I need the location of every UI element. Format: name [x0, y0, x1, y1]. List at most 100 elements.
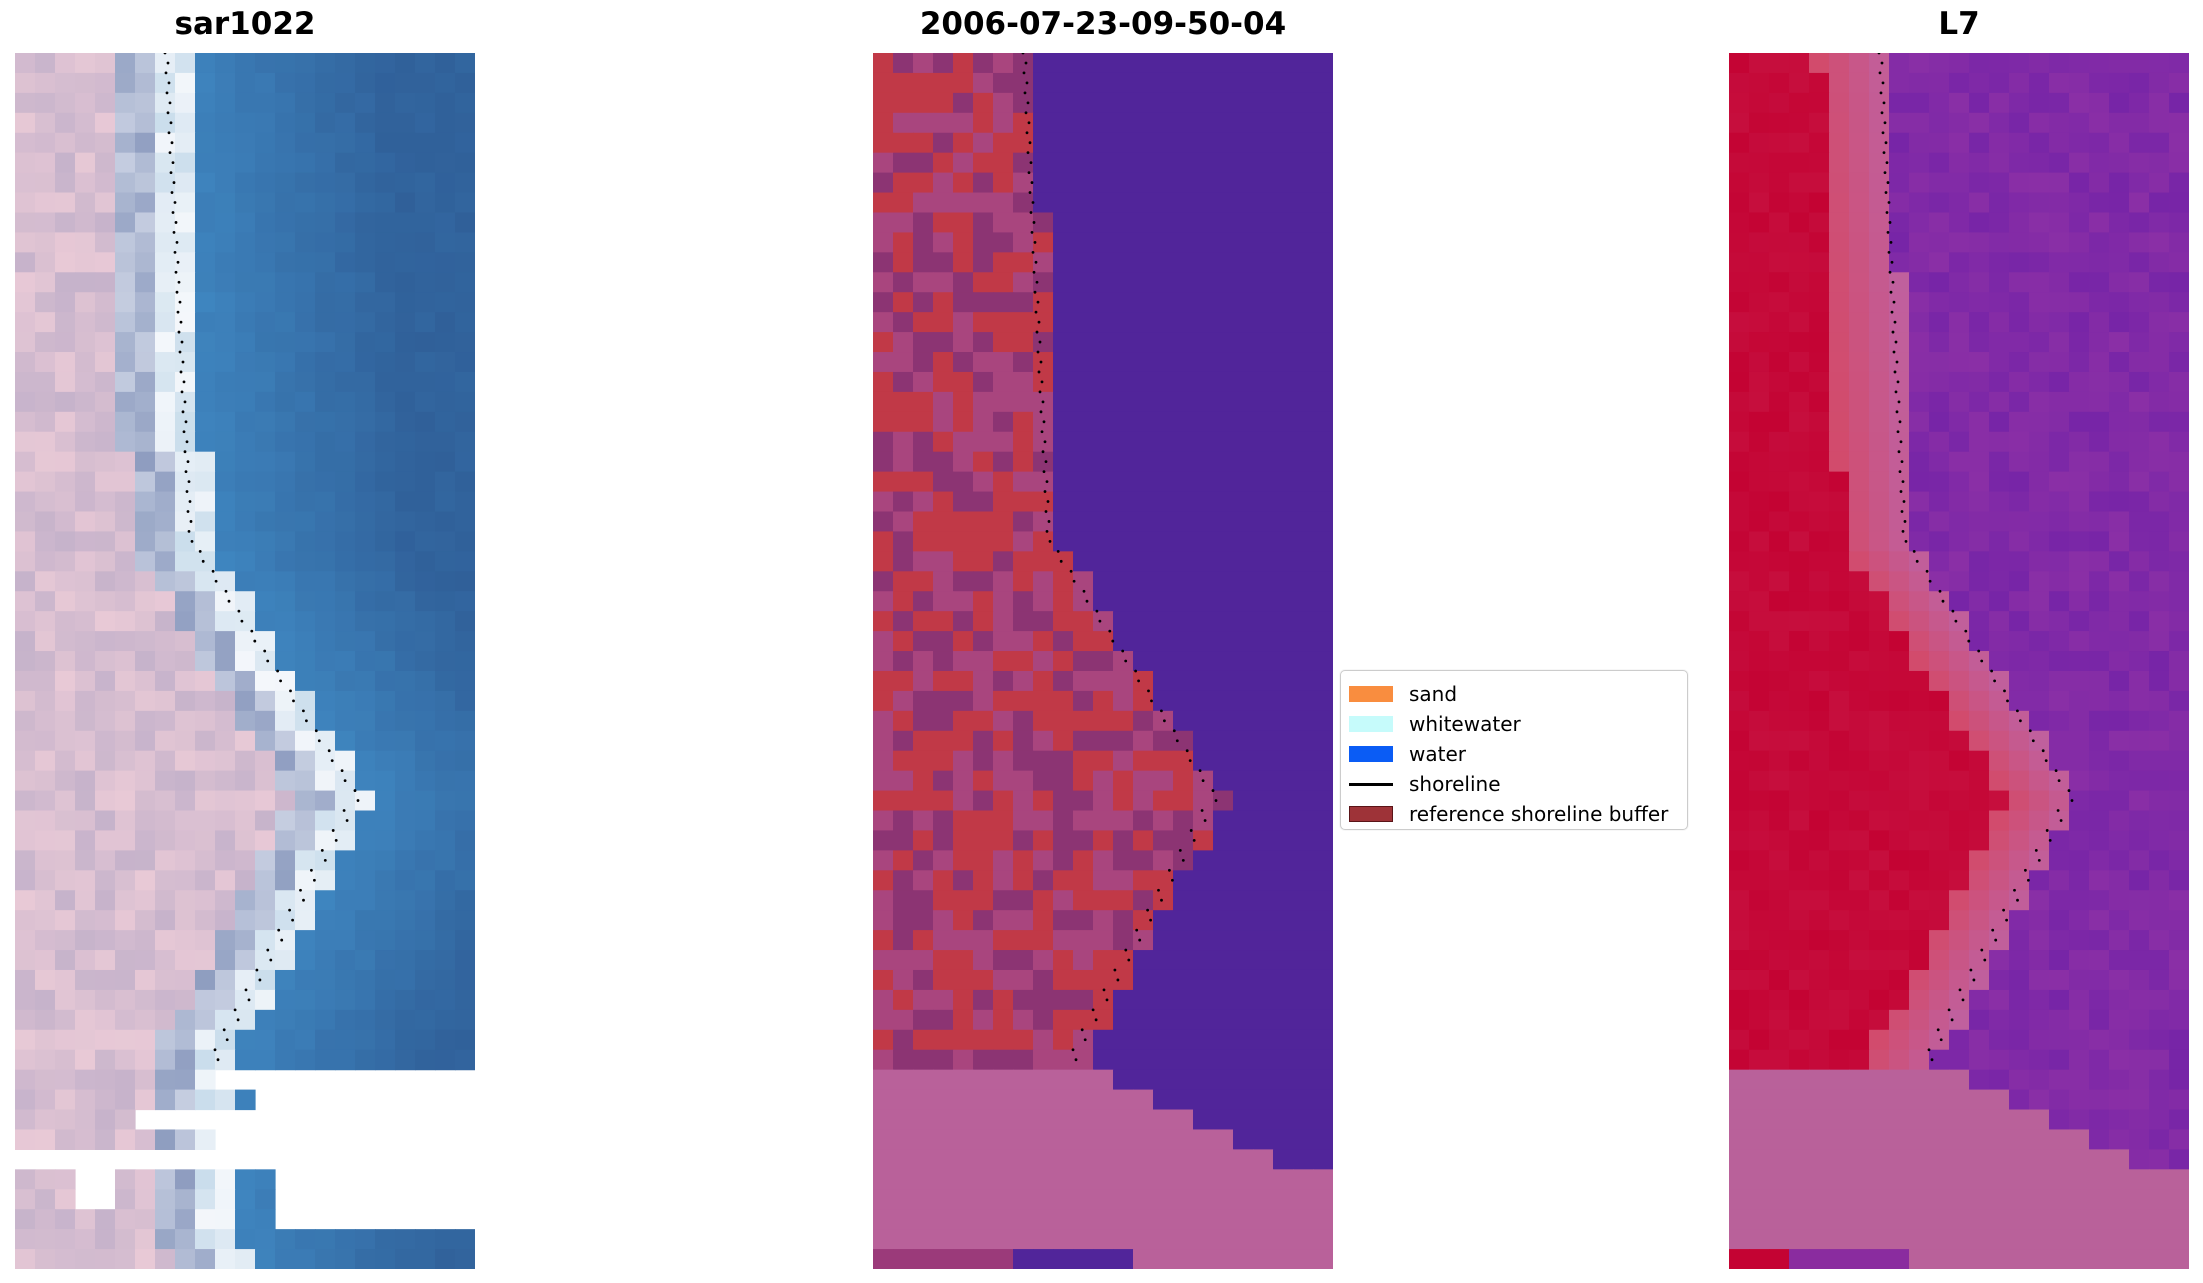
- pixel: [1929, 1189, 1950, 1210]
- pixel: [933, 1089, 954, 1111]
- pixel: [235, 1169, 256, 1190]
- pixel: [1153, 1189, 1174, 1210]
- pixel: [1073, 571, 1094, 592]
- pixel: [953, 551, 974, 572]
- shoreline-point: [176, 310, 180, 314]
- pixel: [1073, 1189, 1094, 1210]
- pixel: [35, 1189, 56, 1210]
- pixel: [1073, 1009, 1094, 1031]
- pixel: [275, 591, 296, 612]
- pixel: [1133, 750, 1154, 772]
- pixel: [1253, 631, 1274, 652]
- pixel: [1749, 710, 1770, 732]
- pixel: [115, 1069, 136, 1091]
- index-image: [1729, 53, 2189, 1269]
- pixel: [933, 391, 954, 413]
- pixel: [375, 750, 396, 772]
- pixel: [1909, 690, 1930, 712]
- pixel: [215, 112, 236, 134]
- pixel: [1113, 611, 1134, 632]
- pixel: [1093, 1109, 1114, 1131]
- pixel: [1313, 272, 1333, 293]
- pixel: [455, 411, 475, 433]
- pixel: [1113, 1009, 1134, 1031]
- pixel: [255, 690, 276, 712]
- pixel: [1033, 53, 1054, 74]
- pixel: [2029, 352, 2050, 373]
- pixel: [1729, 371, 1750, 393]
- pixel: [215, 930, 236, 951]
- pixel: [873, 670, 894, 692]
- pixel: [1909, 710, 1930, 732]
- pixel: [1013, 132, 1034, 154]
- pixel: [1769, 969, 1790, 991]
- pixel: [1809, 551, 1830, 572]
- pixel: [1173, 1149, 1194, 1170]
- pixel: [315, 511, 336, 533]
- pixel: [95, 850, 116, 871]
- pixel: [1153, 989, 1174, 1011]
- pixel: [2129, 471, 2150, 493]
- pixel: [1033, 551, 1054, 572]
- pixel: [2109, 611, 2130, 632]
- pixel: [2029, 1249, 2050, 1269]
- pixel: [1949, 451, 1970, 473]
- pixel: [1153, 571, 1174, 592]
- pixel: [913, 332, 934, 353]
- pixel: [455, 969, 475, 991]
- pixel: [115, 1169, 136, 1190]
- pixel: [435, 491, 456, 513]
- pixel: [953, 232, 974, 253]
- pixel: [1829, 431, 1850, 453]
- pixel: [1829, 411, 1850, 433]
- pixel: [913, 850, 934, 871]
- pixel: [973, 631, 994, 652]
- shoreline-point: [1880, 111, 1884, 115]
- pixel: [115, 352, 136, 373]
- pixel: [1173, 631, 1194, 652]
- pixel: [355, 531, 376, 552]
- pixel: [1889, 212, 1910, 234]
- pixel: [455, 152, 475, 174]
- pixel: [2129, 870, 2150, 891]
- pixel: [1909, 651, 1930, 672]
- pixel: [1789, 1049, 1810, 1071]
- pixel: [2169, 391, 2189, 413]
- pixel: [1073, 72, 1094, 94]
- pixel: [1233, 1089, 1254, 1111]
- pixel: [2029, 72, 2050, 94]
- pixel: [1949, 710, 1970, 732]
- pixel: [155, 989, 176, 1011]
- pixel: [993, 710, 1014, 732]
- shoreline-point: [1884, 141, 1888, 145]
- pixel: [1729, 770, 1750, 792]
- pixel: [1869, 770, 1890, 792]
- pixel: [1949, 670, 1970, 692]
- pixel: [1909, 730, 1930, 752]
- pixel: [35, 591, 56, 612]
- pixel: [195, 850, 216, 871]
- pixel: [1293, 1089, 1314, 1111]
- pixel: [2089, 332, 2110, 353]
- pixel: [315, 631, 336, 652]
- pixel: [155, 292, 176, 313]
- pixel: [2109, 850, 2130, 871]
- pixel: [1173, 910, 1194, 931]
- pixel: [2169, 770, 2189, 792]
- pixel: [1889, 1049, 1910, 1071]
- pixel: [155, 72, 176, 94]
- pixel: [2089, 1089, 2110, 1111]
- pixel: [933, 232, 954, 253]
- pixel: [1173, 989, 1194, 1011]
- pixel: [1969, 950, 1990, 971]
- pixel: [2069, 830, 2090, 851]
- pixel: [2029, 790, 2050, 812]
- pixel: [1909, 391, 1930, 413]
- pixel: [1869, 531, 1890, 552]
- pixel: [1173, 1089, 1194, 1111]
- pixel: [1869, 1229, 1890, 1250]
- pixel: [75, 551, 96, 572]
- pixel: [1053, 910, 1074, 931]
- pixel: [973, 1129, 994, 1150]
- pixel: [873, 611, 894, 632]
